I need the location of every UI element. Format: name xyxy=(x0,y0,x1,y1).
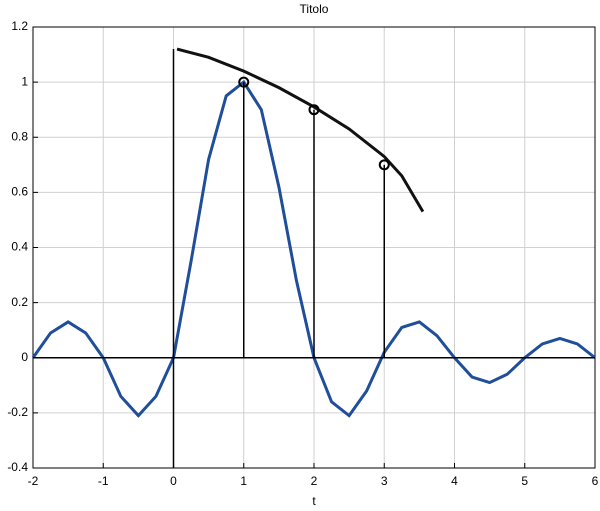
y-tick-label: 0.4 xyxy=(11,240,28,254)
stem-marker xyxy=(308,104,320,116)
x-tick-label: 4 xyxy=(451,474,458,488)
x-tick-label: -1 xyxy=(98,474,109,488)
x-axis-label: t xyxy=(312,494,316,508)
x-tick-label: 3 xyxy=(381,474,388,488)
stem-marker xyxy=(238,76,250,88)
plot-frame xyxy=(32,26,596,469)
line xyxy=(176,47,425,213)
y-tick-label: 0.8 xyxy=(11,129,28,143)
chart-title: Titolo xyxy=(300,2,329,16)
x-tick-label: 5 xyxy=(521,474,528,488)
x-tick-label: 6 xyxy=(592,474,599,488)
x-tick-label: 2 xyxy=(311,474,318,488)
y-tick-label: 0 xyxy=(21,350,28,364)
x-tick-label: 1 xyxy=(240,474,247,488)
y-tick-label: 1 xyxy=(21,74,28,88)
y-tick-label: 0.2 xyxy=(11,295,28,309)
x-tick-label: 0 xyxy=(170,474,177,488)
x-tick-label: -2 xyxy=(28,474,39,488)
stem-marker xyxy=(378,159,390,171)
y-tick-label: 0.6 xyxy=(11,185,28,199)
y-tick-label: -0.2 xyxy=(7,405,28,419)
y-tick-label: 1.2 xyxy=(11,19,28,33)
y-tick-label: -0.4 xyxy=(7,460,28,474)
